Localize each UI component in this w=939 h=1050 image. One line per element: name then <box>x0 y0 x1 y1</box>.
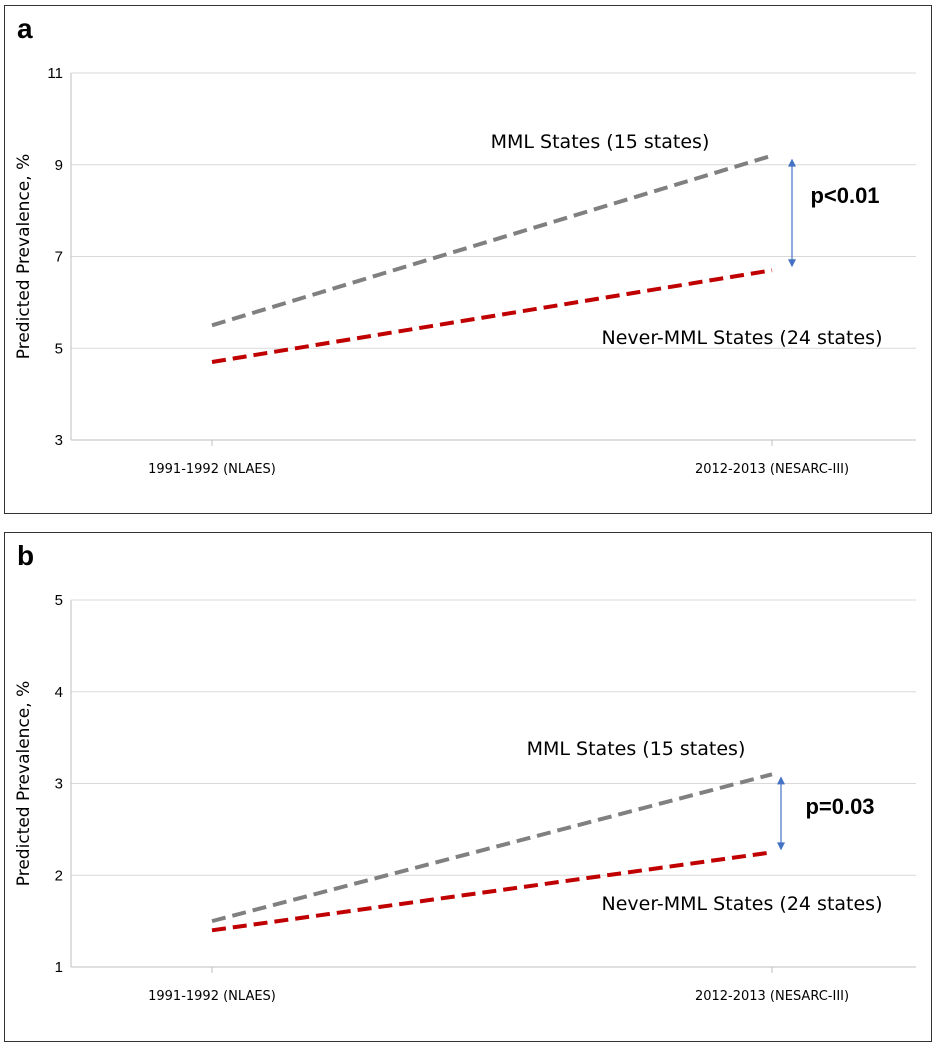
panel-letter-a: a <box>17 13 33 44</box>
chart-panel-b: b 1 2 3 4 5 1991-1992 (NLAES) 2012-2013 (NESARC… <box>4 532 932 1042</box>
x-tick-label: 2012-2013 (NESARC-III) <box>695 462 849 477</box>
chart-panel-a: a 3 5 7 9 11 1991-1992 (NLAES) 2012-2013 (NESAR… <box>4 5 932 514</box>
arrow-head-down-icon <box>777 842 785 851</box>
y-tick-label: 1 <box>55 959 63 976</box>
series-label-never-mml: Never-MML States (24 states) <box>601 327 882 349</box>
series-line-mml <box>211 772 773 924</box>
series-label-never-mml: Never-MML States (24 states) <box>601 893 882 915</box>
x-tick-label: 1991-1992 (NLAES) <box>148 462 276 477</box>
y-tick-label: 2 <box>55 867 63 884</box>
y-tick-label: 5 <box>55 592 63 609</box>
y-tick-label: 3 <box>55 776 63 793</box>
series-label-mml: MML States (15 states) <box>527 738 746 760</box>
y-tick-label: 3 <box>55 432 63 449</box>
p-value-label: p=0.03 <box>805 794 874 819</box>
chart-a-svg: a 3 5 7 9 11 1991-1992 (NLAES) 2012-2013 (NESAR… <box>14 13 916 477</box>
y-tick-label: 7 <box>55 249 63 266</box>
arrow-head-up-icon <box>777 776 785 785</box>
series-line-mml <box>211 153 773 328</box>
y-tick-label: 11 <box>47 65 63 82</box>
arrow-head-down-icon <box>788 259 796 268</box>
p-value-label: p<0.01 <box>810 183 879 208</box>
x-tick-label: 1991-1992 (NLAES) <box>148 989 276 1004</box>
y-axis-label: Predicted Prevalence, % <box>14 154 34 359</box>
series-line-never-mml <box>211 268 773 364</box>
y-tick-label: 4 <box>55 684 63 701</box>
arrow-head-up-icon <box>788 158 796 167</box>
y-axis-label: Predicted Prevalence, % <box>14 681 34 886</box>
x-tick-label: 2012-2013 (NESARC-III) <box>695 989 849 1004</box>
chart-b-svg: b 1 2 3 4 5 1991-1992 (NLAES) 2012-2013 (NESARC… <box>14 540 916 1004</box>
series-label-mml: MML States (15 states) <box>491 131 710 153</box>
y-tick-label: 5 <box>55 340 63 357</box>
series-line-never-mml <box>211 850 773 933</box>
panel-letter-b: b <box>17 540 34 571</box>
y-tick-label: 9 <box>55 157 63 174</box>
